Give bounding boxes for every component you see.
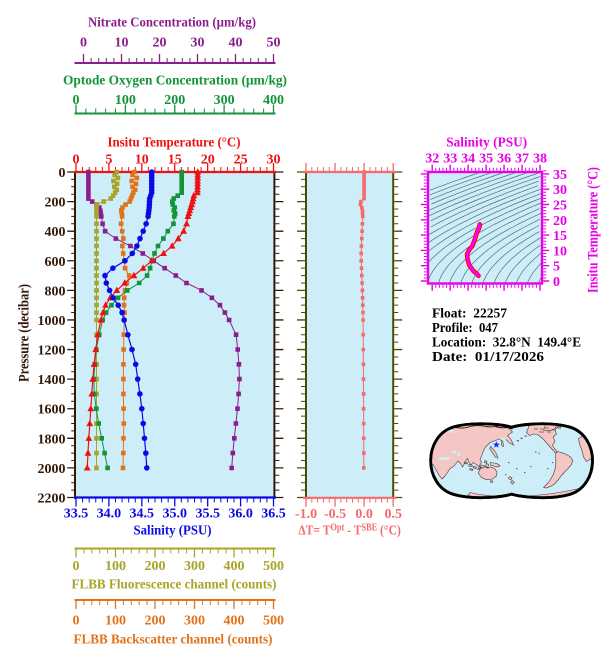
svg-text:35.5: 35.5 — [195, 507, 220, 522]
svg-text:0: 0 — [59, 166, 66, 181]
svg-text:34: 34 — [461, 152, 475, 167]
svg-text:0.0: 0.0 — [355, 507, 373, 522]
svg-text:34.0: 34.0 — [97, 507, 122, 522]
svg-text:25: 25 — [234, 153, 248, 168]
svg-text:35: 35 — [479, 152, 493, 167]
svg-text:Optode Oxygen Concentration (µ: Optode Oxygen Concentration (µm/kg) — [63, 74, 287, 89]
svg-text:20: 20 — [553, 214, 567, 229]
svg-text:200: 200 — [45, 196, 66, 211]
svg-text:-1.0: -1.0 — [295, 507, 317, 522]
svg-text:500: 500 — [263, 559, 284, 574]
svg-text:20: 20 — [201, 153, 215, 168]
svg-text:1000: 1000 — [38, 314, 66, 329]
svg-text:Insitu Temperature (°C): Insitu Temperature (°C) — [108, 136, 241, 151]
svg-text:800: 800 — [45, 284, 66, 299]
svg-text:10: 10 — [135, 153, 149, 168]
svg-text:400: 400 — [263, 93, 284, 108]
svg-text:500: 500 — [263, 614, 284, 629]
svg-text:2200: 2200 — [38, 492, 66, 507]
svg-text:Date: 01/17/2026: Date: 01/17/2026 — [432, 350, 544, 365]
svg-text:100: 100 — [105, 614, 126, 629]
svg-text:100: 100 — [115, 93, 136, 108]
svg-text:Salinity (PSU): Salinity (PSU) — [446, 136, 527, 151]
svg-text:Insitu Temperature (°C): Insitu Temperature (°C) — [586, 167, 602, 293]
svg-text:0.5: 0.5 — [384, 507, 402, 522]
svg-text:10: 10 — [553, 244, 567, 259]
svg-text:200: 200 — [164, 93, 185, 108]
svg-text:30: 30 — [267, 153, 281, 168]
svg-text:50: 50 — [267, 36, 281, 51]
svg-text:25: 25 — [553, 199, 567, 214]
svg-text:0: 0 — [80, 36, 87, 51]
svg-text:30: 30 — [553, 183, 567, 198]
svg-text:1200: 1200 — [38, 344, 66, 359]
svg-text:Pressure (decibar): Pressure (decibar) — [17, 284, 33, 382]
svg-text:Float: 22257: Float: 22257 — [432, 307, 507, 322]
svg-text:15: 15 — [553, 229, 567, 244]
svg-text:35.0: 35.0 — [163, 507, 188, 522]
svg-text:100: 100 — [105, 559, 126, 574]
svg-text:37: 37 — [515, 152, 529, 167]
svg-text:20: 20 — [153, 36, 167, 51]
svg-text:Location: 32.8°N 149.4°E: Location: 32.8°N 149.4°E — [432, 336, 581, 351]
svg-text:0: 0 — [73, 93, 80, 108]
svg-text:36.5: 36.5 — [261, 507, 286, 522]
svg-text:Profile: 047: Profile: 047 — [432, 321, 498, 336]
svg-text:35: 35 — [553, 168, 567, 183]
svg-text:1800: 1800 — [38, 432, 66, 447]
svg-text:38: 38 — [533, 152, 547, 167]
svg-text:300: 300 — [184, 559, 205, 574]
svg-text:300: 300 — [184, 614, 205, 629]
svg-text:10: 10 — [115, 36, 129, 51]
svg-text:0: 0 — [553, 275, 560, 290]
svg-text:1400: 1400 — [38, 373, 66, 388]
svg-text:600: 600 — [45, 255, 66, 270]
svg-text:0: 0 — [73, 614, 80, 629]
svg-text:33.5: 33.5 — [64, 507, 89, 522]
svg-text:Nitrate Concentration (µm/kg): Nitrate Concentration (µm/kg) — [88, 16, 256, 31]
svg-text:200: 200 — [145, 614, 166, 629]
svg-text:2000: 2000 — [38, 462, 66, 477]
svg-text:36: 36 — [497, 152, 511, 167]
svg-text:15: 15 — [168, 153, 182, 168]
svg-text:40: 40 — [229, 36, 243, 51]
svg-text:400: 400 — [45, 225, 66, 240]
svg-text:0: 0 — [73, 559, 80, 574]
svg-text:400: 400 — [224, 559, 245, 574]
svg-text:-0.5: -0.5 — [324, 507, 346, 522]
svg-text:200: 200 — [145, 559, 166, 574]
svg-text:1600: 1600 — [38, 403, 66, 418]
svg-text:30: 30 — [191, 36, 205, 51]
svg-text:36.0: 36.0 — [228, 507, 253, 522]
svg-text:FLBB Fluorescence channel (cou: FLBB Fluorescence channel (counts) — [72, 577, 277, 592]
svg-text:Salinity (PSU): Salinity (PSU) — [134, 524, 212, 539]
svg-text:ΔT= TOpt - TSBE (°C): ΔT= TOpt - TSBE (°C) — [298, 522, 400, 538]
svg-text:300: 300 — [214, 93, 235, 108]
svg-text:32: 32 — [425, 152, 439, 167]
svg-text:5: 5 — [553, 260, 560, 275]
svg-text:5: 5 — [105, 153, 112, 168]
svg-text:400: 400 — [224, 614, 245, 629]
svg-text:33: 33 — [443, 152, 457, 167]
svg-text:FLBB Backscatter channel (coun: FLBB Backscatter channel (counts) — [74, 632, 273, 647]
svg-text:0: 0 — [73, 153, 80, 168]
svg-text:34.5: 34.5 — [130, 507, 155, 522]
